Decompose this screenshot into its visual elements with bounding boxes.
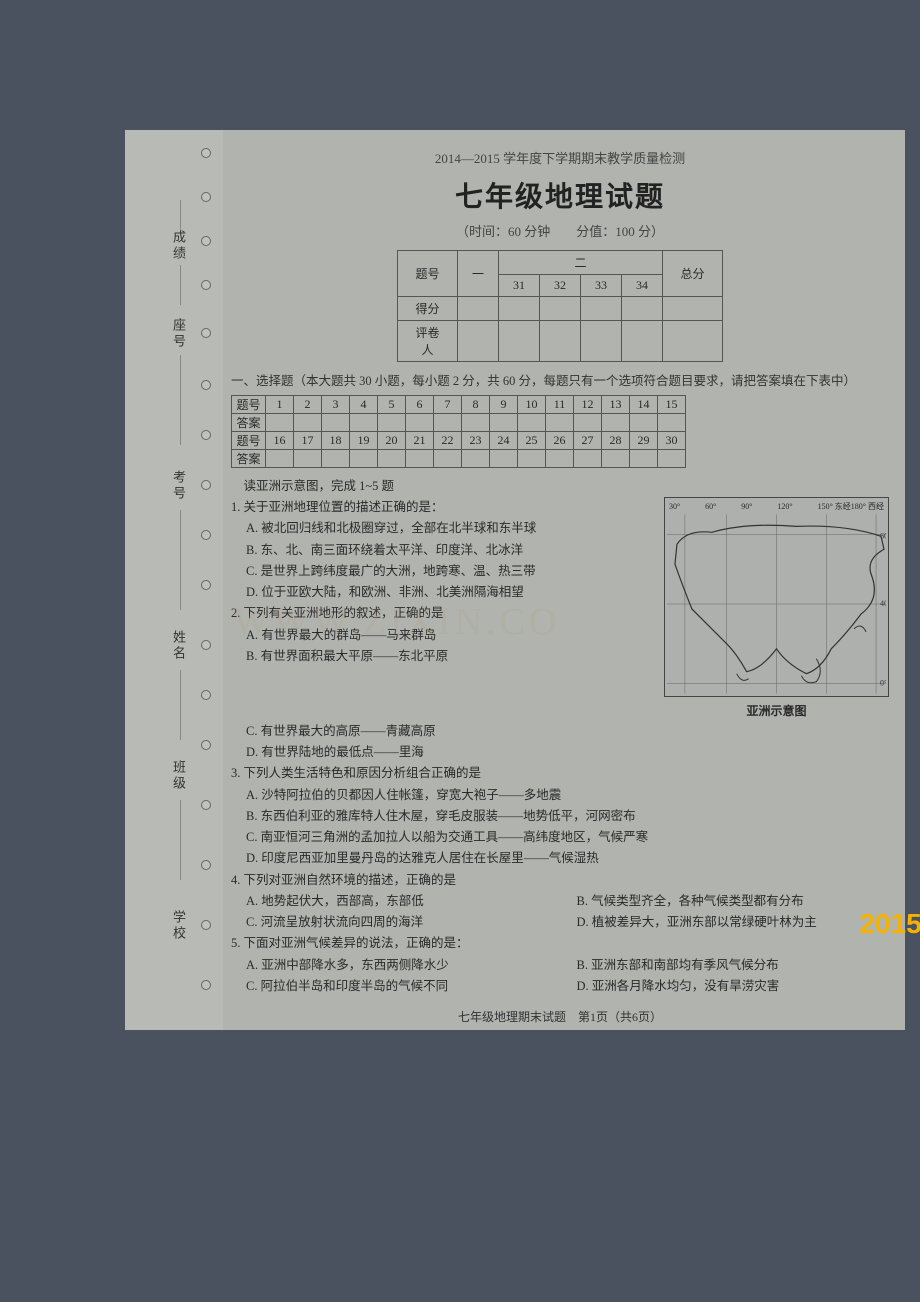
q5-c: C. 阿拉伯半岛和印度半岛的气候不同 bbox=[246, 976, 559, 997]
score-th-1: 一 bbox=[457, 251, 498, 297]
answer-grid: 题号 123456789101112131415 答案 题号 161718192… bbox=[231, 395, 686, 468]
score-sub-33: 33 bbox=[581, 275, 622, 297]
score-sub-32: 32 bbox=[540, 275, 581, 297]
q5-stem: 5. 下面对亚洲气候差异的说法，正确的是： bbox=[231, 933, 889, 954]
score-th-topic: 题号 bbox=[397, 251, 457, 297]
side-label-exam-no: 考号 bbox=[169, 470, 188, 502]
q1-c: C. 是世界上跨纬度最广的大洲，地跨寒、温、热三带 bbox=[231, 561, 658, 582]
ag-hdr2: 题号 bbox=[232, 431, 266, 449]
q1-stem: 1. 关于亚洲地理位置的描述正确的是： bbox=[231, 497, 658, 518]
q3-stem: 3. 下列人类生活特色和原因分析组合正确的是 bbox=[231, 763, 889, 784]
q2-d: D. 有世界陆地的最低点——里海 bbox=[231, 742, 889, 763]
side-label-school: 学校 bbox=[169, 910, 188, 942]
map-intro: 读亚洲示意图，完成 1~5 题 bbox=[231, 476, 889, 497]
ag-hdr1: 题号 bbox=[232, 395, 266, 413]
q4-d: D. 植被差异大，亚洲东部以常绿硬叶林为主 bbox=[577, 912, 890, 933]
score-th-2: 二 bbox=[499, 251, 663, 275]
header-line: 2014—2015 学年度下学期期末教学质量检测 bbox=[231, 148, 889, 167]
q5-b: B. 亚洲东部和南部均有季风气候分布 bbox=[577, 955, 890, 976]
side-label-score: 成绩 bbox=[169, 230, 188, 262]
score-table: 题号 一 二 总分 31 32 33 34 得分 评卷人 bbox=[397, 250, 723, 362]
q4-b: B. 气候类型齐全，各种气候类型都有分布 bbox=[577, 891, 890, 912]
binding-holes bbox=[199, 130, 213, 1030]
q2-b: B. 有世界面积最大平原——东北平原 bbox=[231, 646, 658, 667]
q3-a: A. 沙特阿拉伯的贝都因人住帐篷，穿宽大袍子——多地震 bbox=[231, 785, 889, 806]
ag-ans1: 答案 bbox=[232, 413, 266, 431]
svg-text:0°: 0° bbox=[880, 678, 886, 687]
q3-b: B. 东西伯利亚的雅库特人住木屋，穿毛皮服装——地势低平，河网密布 bbox=[231, 806, 889, 827]
page-footer: 七年级地理期末试题 第1页（共6页） bbox=[231, 1007, 889, 1027]
side-label-name: 姓名 bbox=[169, 630, 188, 662]
score-sub-34: 34 bbox=[622, 275, 663, 297]
main-title: 七年级地理试题 bbox=[231, 175, 889, 215]
section1-heading: 一、选择题（本大题共 30 小题，每小题 2 分，共 60 分，每题只有一个选项… bbox=[231, 372, 889, 391]
exam-photo: 成绩 座号 考号 姓名 班级 学校 WWW.ZIXIN.CO 2014—2015… bbox=[125, 130, 905, 1030]
q2-c: C. 有世界最大的高原——青藏高原 bbox=[231, 721, 889, 742]
q1-a: A. 被北回归线和北极圈穿过，全部在北半球和东半球 bbox=[231, 518, 658, 539]
q1-d: D. 位于亚欧大陆，和欧洲、非洲、北美洲隔海相望 bbox=[231, 582, 658, 603]
svg-text:40°: 40° bbox=[880, 599, 886, 608]
q4-stem: 4. 下列对亚洲自然环境的描述，正确的是 bbox=[231, 870, 889, 891]
q5-d: D. 亚洲各月降水均匀，没有旱涝灾害 bbox=[577, 976, 890, 997]
exam-paper: WWW.ZIXIN.CO 2014—2015 学年度下学期期末教学质量检测 七年… bbox=[223, 130, 905, 1030]
score-row-marker: 评卷人 bbox=[397, 321, 457, 362]
map-caption: 亚洲示意图 bbox=[664, 701, 889, 721]
asia-map-svg: 60° 40° 0° bbox=[667, 514, 886, 694]
asia-map: 30° 60° 90° 120° 150° 东经180° 西经 bbox=[664, 497, 889, 721]
q1-b: B. 东、北、南三面环绕着太平洋、印度洋、北冰洋 bbox=[231, 540, 658, 561]
score-sub-31: 31 bbox=[499, 275, 540, 297]
q4-c: C. 河流呈放射状流向四周的海洋 bbox=[246, 912, 559, 933]
q4-a: A. 地势起伏大，西部高，东部低 bbox=[246, 891, 559, 912]
q2-a: A. 有世界最大的群岛——马来群岛 bbox=[231, 625, 658, 646]
ag-ans2: 答案 bbox=[232, 449, 266, 467]
side-label-seat: 座号 bbox=[169, 318, 188, 350]
camera-date-stamp: 2015/0 bbox=[859, 908, 920, 940]
score-th-total: 总分 bbox=[663, 251, 723, 297]
score-row-score: 得分 bbox=[397, 297, 457, 321]
q3-d: D. 印度尼西亚加里曼丹岛的达雅克人居住在长屋里——气候湿热 bbox=[231, 848, 889, 869]
subtitle: （时间：60 分钟 分值：100 分） bbox=[231, 221, 889, 240]
q3-c: C. 南亚恒河三角洲的孟加拉人以船为交通工具——高纬度地区，气候严寒 bbox=[231, 827, 889, 848]
side-label-class: 班级 bbox=[169, 760, 188, 792]
svg-text:60°: 60° bbox=[880, 531, 886, 540]
q5-a: A. 亚洲中部降水多，东西两侧降水少 bbox=[246, 955, 559, 976]
binding-strip: 成绩 座号 考号 姓名 班级 学校 bbox=[125, 130, 223, 1030]
q2-stem: 2. 下列有关亚洲地形的叙述，正确的是 bbox=[231, 603, 658, 624]
